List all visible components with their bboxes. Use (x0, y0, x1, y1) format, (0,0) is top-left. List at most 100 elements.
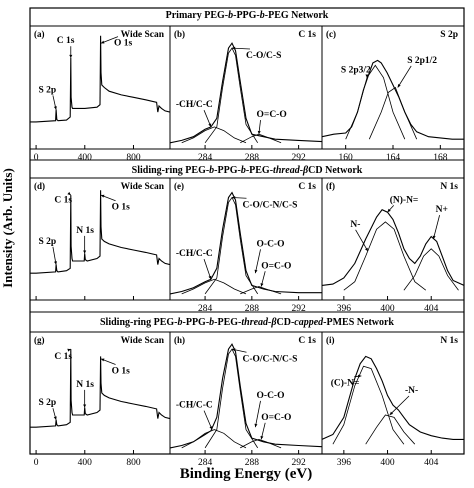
arrow-head (209, 426, 213, 430)
arrow-head (365, 74, 369, 78)
fit-component-line (343, 221, 427, 291)
x-tick-label: 292 (291, 458, 306, 468)
x-tick-label: 288 (245, 304, 260, 314)
panel-title: Wide Scan (121, 182, 165, 192)
peak-label: O-C-O (257, 239, 285, 249)
panel-tag: (g) (34, 335, 45, 345)
arrow-head (83, 404, 87, 408)
x-tick-label: 0 (34, 153, 39, 163)
arrow-head (260, 435, 264, 440)
x-tick-label: 284 (198, 458, 213, 468)
panel-title: C 1s (298, 336, 316, 346)
peak-label: O 1s (114, 39, 133, 49)
row-title-part: -PEG Network (265, 10, 329, 21)
panel-tag: (f) (326, 181, 335, 191)
arrow-head (397, 84, 401, 88)
arrow-head (208, 123, 212, 127)
peak-label: -CH/C-C (176, 401, 213, 411)
row-title-part: -PMES Network (323, 317, 394, 328)
row-title-part: b (178, 317, 183, 328)
arrow-head (254, 423, 258, 428)
spectrum-line (30, 190, 170, 274)
peak-label: O=C-O (261, 261, 291, 271)
peak-label: O 1s (112, 366, 131, 376)
panel-i: 396 400 404 (i) N 1s (C)-N= -N- (321, 331, 465, 468)
row-title-part: b (260, 10, 265, 21)
row-title-part: Primary PEG- (166, 10, 228, 21)
panel-tag: (b) (174, 29, 185, 39)
spectrum-line (322, 209, 464, 286)
x-tick-label: 396 (337, 304, 352, 314)
x-tick-label: 800 (126, 458, 141, 468)
row-title: Sliding-ring PEG-b-PPG-b-PEG-thread-βCD-… (100, 317, 394, 328)
row-title-part: Sliding-ring PEG- (100, 317, 178, 328)
peak-label: -CH/C-C (176, 249, 213, 259)
label-arrow (397, 65, 412, 88)
panel-f: 396 400 404 (f) N 1s N+ N- (N)-N= (321, 177, 465, 314)
arrow-head (208, 275, 212, 280)
panel-frame (169, 25, 323, 150)
row-title: Sliding-ring PEG-b-PPG-b-PEG-thread-βCD … (132, 165, 363, 176)
arrow-head (231, 196, 236, 200)
panel-title: Wide Scan (121, 30, 165, 40)
row-title-part: b (228, 10, 233, 21)
panel-frame (321, 177, 465, 301)
row-title-part: CD Network (308, 165, 363, 176)
arrow-head (432, 235, 436, 239)
panel-h: 284 288 292 (h) C 1sC-O/C-N/C-S -CH/C-C O-C-O O… (169, 331, 323, 468)
x-tick-label: 400 (78, 458, 93, 468)
arrow-head (231, 46, 236, 50)
arrow-head (389, 411, 394, 415)
x-tick-label: 0 (34, 458, 39, 468)
row-title-part: -PPG- (233, 10, 260, 21)
peak-label: C 1s (54, 352, 72, 362)
label-arrow (203, 410, 213, 430)
x-tick-label: 168 (433, 153, 448, 163)
row-title-part: -PPG- (183, 317, 210, 328)
label-arrow (254, 249, 261, 274)
peak-label: S 2p3/2 (341, 66, 371, 76)
row-title-part: b (241, 165, 246, 176)
label-arrow (389, 395, 410, 416)
x-tick-label: 404 (424, 458, 439, 468)
peak-label: S 2p (39, 85, 57, 95)
fit-component-line (181, 429, 247, 449)
arrow-head (358, 374, 362, 378)
fit-component-line (240, 133, 282, 144)
x-tick-label: 396 (337, 458, 352, 468)
row-title-part: capped (294, 317, 324, 328)
row-titles: Primary PEG-b-PPG-b-PEG NetworkSliding-r… (100, 10, 394, 328)
label-arrow (355, 229, 369, 252)
row-title: Primary PEG-b-PPG-b-PEG Network (166, 10, 329, 21)
arrow-head (364, 247, 368, 252)
peak-label: C-O/C-N/C-S (242, 200, 297, 210)
spectrum-line (30, 349, 170, 428)
peak-label: O-C-O (257, 391, 285, 401)
arrow-head (257, 130, 261, 135)
arrow-head (67, 348, 71, 352)
panel-g: 0 400 800 (g) Wide Scan C 1s O 1s N 1s S 2p (29, 331, 171, 468)
label-arrow (203, 258, 212, 280)
arrow-head (83, 250, 87, 254)
panel-a: 0 400 800 (a) Wide Scan C 1s O 1s S 2p (29, 25, 171, 163)
peak-label: (N)-N= (390, 194, 419, 205)
figure-frame (29, 7, 465, 455)
row-title-part: Sliding-ring PEG- (132, 165, 210, 176)
panel-title: Wide Scan (121, 336, 165, 346)
panel-e: 284 288 292 (e) C 1sC-O/C-N/C-S -CH/C-C O-C-O O… (169, 177, 323, 314)
fit-component-line (181, 126, 247, 144)
x-tick-label: 164 (386, 153, 401, 163)
peak-label: O=C-O (261, 413, 291, 423)
arrow-head (53, 416, 57, 420)
row-title-part: thread-β (273, 165, 309, 176)
spectrum-line (30, 35, 170, 123)
spectrum-line (322, 355, 464, 440)
fit-component-line (368, 86, 418, 140)
fit-component-line (403, 248, 459, 291)
fit-component-line (240, 286, 282, 295)
arrow-head (100, 358, 105, 362)
peak-label: (C)-N= (331, 378, 360, 389)
row-title-part: -PEG- (246, 165, 273, 176)
peak-label: S 2p1/2 (407, 56, 437, 66)
x-tick-label: 284 (198, 153, 213, 163)
